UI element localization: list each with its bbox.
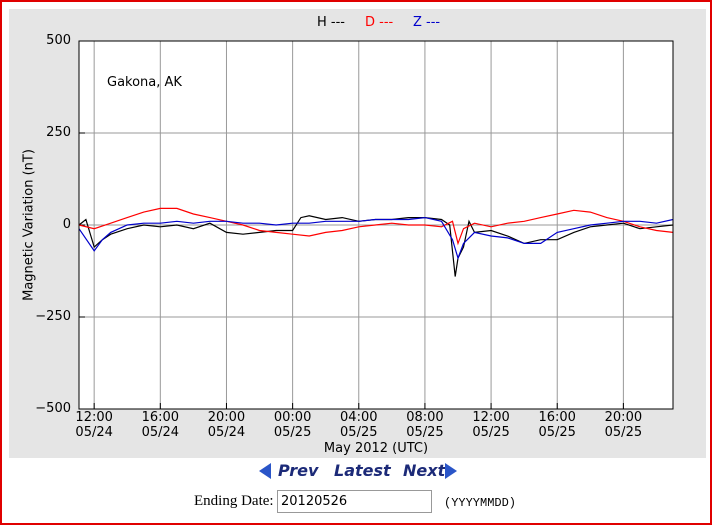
legend-entry: D --- <box>365 15 394 30</box>
x-tick-label: 20:00 05/25 <box>604 410 643 440</box>
next-link[interactable]: Next <box>403 461 446 480</box>
y-tick-label: −500 <box>35 401 71 416</box>
y-tick-label: 250 <box>46 125 71 140</box>
x-tick-label: 16:00 05/25 <box>538 410 576 440</box>
legend-entry: H --- <box>317 15 345 30</box>
x-tick-label: 20:00 05/24 <box>207 410 246 440</box>
annotation: Gakona, AK <box>107 75 182 90</box>
form-label: Ending Date: <box>194 493 274 509</box>
series-line <box>78 216 674 260</box>
x-tick-label: 12:00 05/25 <box>472 410 510 440</box>
y-tick-label: 500 <box>46 33 71 48</box>
series-line <box>78 207 674 246</box>
x-tick-label: 08:00 05/25 <box>406 410 444 440</box>
date-input[interactable] <box>277 490 432 513</box>
latest-link[interactable]: Latest <box>334 461 391 480</box>
y-tick-label: −250 <box>35 309 71 324</box>
x-tick-label: 00:00 05/25 <box>273 410 312 440</box>
format-hint: (YYYYMMDD) <box>444 496 517 510</box>
x-tick-label: 16:00 05/24 <box>141 410 180 440</box>
x-axis-label: May 2012 (UTC) <box>323 441 429 456</box>
y-tick-label: 0 <box>62 217 71 232</box>
prev-icon[interactable] <box>259 463 271 479</box>
next-icon[interactable] <box>445 463 457 479</box>
x-tick-label: 04:00 05/25 <box>340 410 378 440</box>
plot-frame <box>78 40 674 410</box>
y-axis-label: Magnetic Variation (nT) <box>21 149 37 301</box>
legend-entry: Z --- <box>413 15 441 30</box>
prev-link[interactable]: Prev <box>278 461 319 480</box>
x-tick-label: 12:00 05/24 <box>75 410 113 440</box>
